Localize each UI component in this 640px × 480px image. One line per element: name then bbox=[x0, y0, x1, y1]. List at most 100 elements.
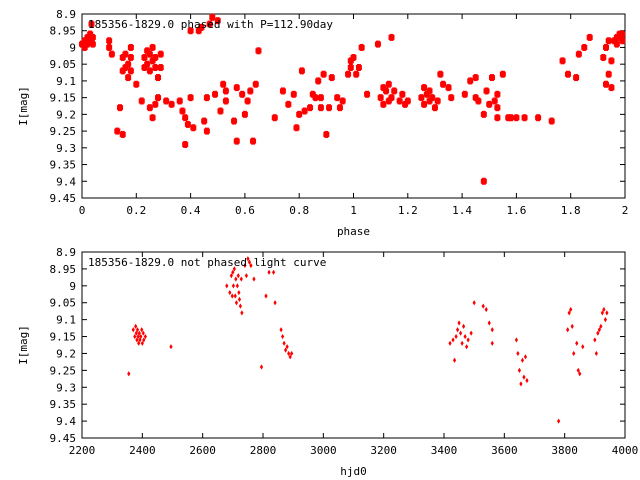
y-tick-label: 9.4 bbox=[56, 175, 76, 188]
phased-light-curve-plot: 0 0.2 0.4 0.6 0.8 1 1.2 1.4 1.6 1.8 2 8.9 8.95 9 9.05 9… bbox=[17, 8, 628, 238]
x-tick-label: 0 bbox=[79, 204, 86, 217]
data-point-core bbox=[256, 47, 261, 55]
data-point-core bbox=[365, 90, 370, 98]
data-point-core bbox=[495, 104, 500, 112]
data-point bbox=[233, 293, 237, 299]
data-point bbox=[282, 340, 286, 346]
data-point bbox=[232, 266, 236, 272]
data-point-core bbox=[400, 90, 405, 98]
data-point bbox=[578, 371, 582, 377]
data-point-core bbox=[397, 97, 402, 105]
data-point bbox=[142, 337, 146, 343]
data-point bbox=[575, 340, 579, 346]
data-point-core bbox=[199, 23, 204, 31]
data-point bbox=[273, 300, 277, 306]
plot-frame bbox=[81, 251, 626, 439]
data-point bbox=[138, 337, 142, 343]
data-point-core bbox=[202, 117, 207, 125]
data-point-core bbox=[280, 87, 285, 95]
data-point bbox=[234, 276, 238, 282]
data-point-core bbox=[495, 114, 500, 122]
y-tick-label: 9.35 bbox=[50, 398, 77, 411]
data-point-core bbox=[120, 130, 125, 138]
data-point-core bbox=[335, 94, 340, 102]
y-tick-label: 8.9 bbox=[56, 246, 76, 259]
data-point bbox=[454, 333, 458, 340]
data-point bbox=[520, 357, 525, 363]
data-point bbox=[600, 310, 604, 316]
data-point bbox=[593, 337, 597, 343]
data-point-core bbox=[435, 97, 440, 105]
data-point-core bbox=[248, 87, 253, 95]
data-point bbox=[252, 276, 256, 282]
x-tick-label: 3400 bbox=[431, 444, 458, 457]
data-point-core bbox=[587, 33, 592, 41]
data-point-core bbox=[90, 40, 95, 48]
x-tick-label: 1.6 bbox=[506, 204, 526, 217]
x-tick-label: 1 bbox=[350, 204, 357, 217]
data-point bbox=[490, 340, 494, 346]
data-point-core bbox=[128, 67, 133, 75]
y-tick-label: 9.25 bbox=[50, 364, 77, 377]
data-point-core bbox=[392, 87, 397, 95]
data-point-core bbox=[126, 74, 131, 82]
data-point-core bbox=[603, 43, 608, 51]
y-tick-label: 9.2 bbox=[56, 347, 76, 360]
data-point bbox=[290, 350, 294, 357]
data-point-core bbox=[253, 80, 258, 88]
data-point-core bbox=[158, 50, 163, 58]
data-point-core bbox=[223, 97, 228, 105]
data-point bbox=[472, 300, 476, 306]
data-point-core bbox=[139, 97, 144, 105]
data-point-core bbox=[82, 43, 87, 51]
data-point-core bbox=[158, 64, 163, 72]
chart-title: 185356-1829.0 phased with P=112.90day bbox=[88, 18, 333, 31]
data-point-core bbox=[291, 90, 296, 98]
data-point-core bbox=[245, 97, 250, 105]
data-point bbox=[134, 323, 138, 329]
data-point-core bbox=[82, 37, 87, 45]
data-point-core bbox=[327, 104, 332, 112]
data-point-core bbox=[514, 114, 519, 122]
data-point bbox=[457, 320, 461, 326]
y-axis-label: I[mag] bbox=[17, 86, 30, 126]
data-point bbox=[603, 317, 607, 323]
data-point-core bbox=[85, 40, 90, 48]
data-point bbox=[465, 344, 469, 350]
y-tick-label: 9.25 bbox=[50, 125, 77, 138]
data-point-core bbox=[109, 50, 114, 58]
data-point-core bbox=[620, 37, 625, 45]
data-point-core bbox=[150, 43, 155, 51]
data-point-core bbox=[473, 94, 478, 102]
y-tick-label: 9.45 bbox=[50, 192, 77, 205]
data-point bbox=[238, 303, 242, 309]
data-point bbox=[455, 327, 460, 333]
x-tick-label: 0.6 bbox=[235, 204, 255, 217]
data-point-core bbox=[337, 104, 342, 112]
data-point-core bbox=[123, 64, 128, 72]
data-point-core bbox=[375, 40, 380, 48]
data-point-core bbox=[351, 53, 356, 61]
data-point-core bbox=[316, 77, 321, 85]
data-point bbox=[602, 306, 606, 313]
data-point bbox=[247, 259, 252, 265]
data-point bbox=[134, 330, 138, 336]
data-point-core bbox=[115, 127, 120, 135]
data-point-core bbox=[147, 50, 152, 58]
data-point bbox=[576, 367, 580, 373]
data-point-core bbox=[620, 30, 625, 38]
x-tick-label: 0.8 bbox=[289, 204, 309, 217]
data-point-core bbox=[609, 57, 614, 65]
data-point-core bbox=[427, 87, 432, 95]
data-point bbox=[288, 354, 292, 360]
data-point-core bbox=[188, 27, 193, 35]
data-point-core bbox=[150, 114, 155, 122]
data-point-core bbox=[489, 74, 494, 82]
data-point-core bbox=[156, 74, 161, 82]
data-point-core bbox=[215, 17, 220, 25]
data-point-core bbox=[340, 97, 345, 105]
data-point-core bbox=[272, 114, 277, 122]
data-point-core bbox=[164, 97, 169, 105]
x-tick-label: 3000 bbox=[310, 444, 337, 457]
data-point bbox=[284, 347, 288, 353]
